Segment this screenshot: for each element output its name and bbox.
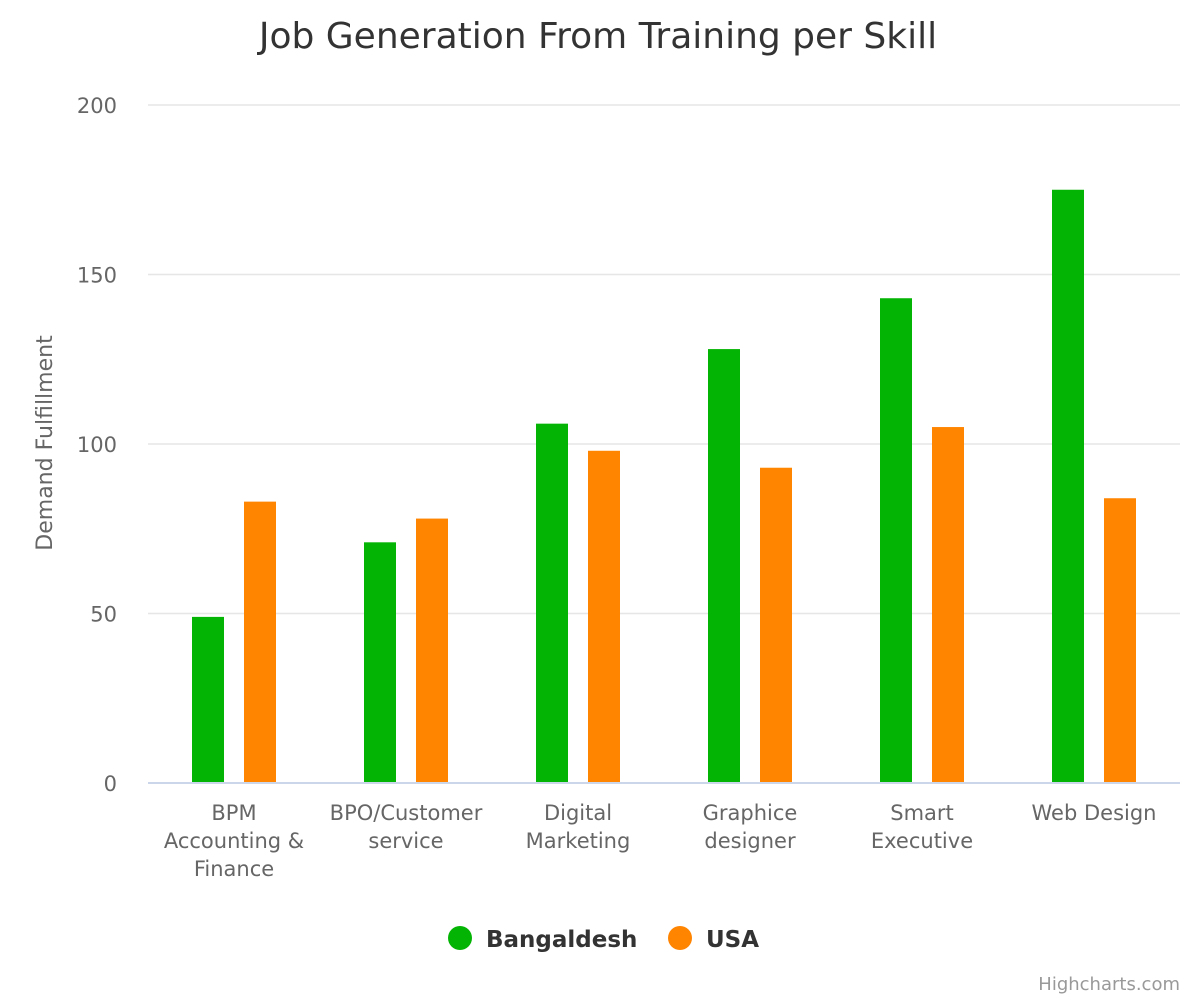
- x-category-label: Digital Marketing: [526, 801, 631, 853]
- bar-usa-0[interactable]: [244, 501, 276, 783]
- x-axis: BPM Accounting & Finance BPO/Customer servic…: [148, 782, 1180, 881]
- bar-usa-1[interactable]: [416, 518, 448, 783]
- x-category-label: Smart Executive: [871, 801, 973, 853]
- legend-item-bangaldesh[interactable]: Bangaldesh: [448, 926, 637, 953]
- x-category-label-line: Web Design: [1032, 801, 1157, 825]
- x-category-label-line: Accounting &: [164, 829, 304, 853]
- legend-marker: [668, 926, 692, 950]
- x-category-label-line: Finance: [194, 857, 274, 881]
- bar-bangaldesh-1[interactable]: [364, 542, 396, 783]
- y-tick-label: 150: [77, 264, 117, 288]
- y-tick-label: 200: [77, 94, 117, 118]
- x-category-label-line: Executive: [871, 829, 973, 853]
- y-axis: 0 50 100 150 200: [77, 94, 117, 796]
- credits-link[interactable]: Highcharts.com: [1038, 974, 1180, 995]
- y-tick-label: 50: [90, 603, 117, 627]
- x-category-label: Graphice designer: [703, 801, 798, 853]
- y-tick-label: 100: [77, 433, 117, 457]
- x-category-label-line: service: [368, 829, 443, 853]
- x-category-label-line: Graphice: [703, 801, 798, 825]
- x-category-label-line: Digital: [544, 801, 612, 825]
- x-category-label-line: designer: [704, 829, 796, 853]
- legend-item-usa[interactable]: USA: [668, 926, 759, 953]
- bar-usa-4[interactable]: [932, 427, 964, 783]
- bar-usa-5[interactable]: [1104, 498, 1136, 783]
- bar-bangaldesh-3[interactable]: [708, 349, 740, 783]
- gridlines: [148, 104, 1180, 615]
- legend-label: Bangaldesh: [486, 927, 637, 953]
- bars: [192, 189, 1136, 783]
- chart-title: Job Generation From Training per Skill: [257, 16, 937, 57]
- y-tick-label: 0: [104, 772, 117, 796]
- x-category-label-line: Marketing: [526, 829, 631, 853]
- x-category-label: Web Design: [1032, 801, 1157, 825]
- x-category-label-line: Smart: [890, 801, 954, 825]
- legend[interactable]: Bangaldesh USA: [448, 926, 759, 953]
- bar-bangaldesh-0[interactable]: [192, 616, 224, 783]
- bar-bangaldesh-2[interactable]: [536, 423, 568, 783]
- x-category-label: BPM Accounting & Finance: [164, 801, 304, 881]
- x-category-label-line: BPM: [211, 801, 256, 825]
- x-category-label: BPO/Customer service: [330, 801, 483, 853]
- y-axis-title: Demand Fulfillment: [33, 335, 58, 551]
- legend-marker: [448, 926, 472, 950]
- x-category-label-line: BPO/Customer: [330, 801, 483, 825]
- bar-bangaldesh-4[interactable]: [880, 298, 912, 783]
- bar-usa-3[interactable]: [760, 467, 792, 783]
- bar-usa-2[interactable]: [588, 450, 620, 783]
- bar-bangaldesh-5[interactable]: [1052, 189, 1084, 783]
- legend-label: USA: [706, 927, 759, 953]
